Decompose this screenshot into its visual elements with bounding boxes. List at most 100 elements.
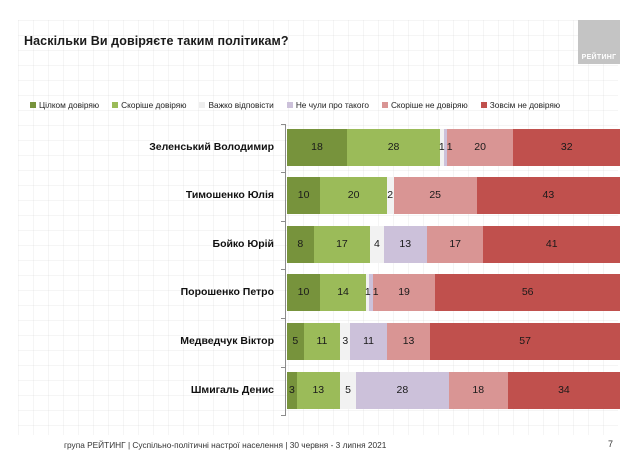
data-label: 1 xyxy=(372,286,379,298)
bar-segment xyxy=(303,323,341,360)
legend-swatch xyxy=(30,102,36,108)
bar-segment xyxy=(372,274,436,311)
bar-segment xyxy=(287,274,320,311)
legend-swatch xyxy=(112,102,119,108)
bar-segment xyxy=(426,226,484,263)
data-label: 41 xyxy=(545,238,558,250)
category-axis xyxy=(285,124,286,416)
data-label: 57 xyxy=(519,335,531,347)
bar-segment xyxy=(350,323,387,360)
data-label: 8 xyxy=(297,238,304,250)
axis-tick xyxy=(281,367,285,368)
data-label: 25 xyxy=(429,189,442,201)
legend-item: Скоріше не довіряю xyxy=(381,100,468,110)
bar-row: 3 13 5 28 18 34 xyxy=(287,372,620,409)
legend-item: Важко відповісти xyxy=(199,100,274,110)
category-label: Тимошенко Юлія xyxy=(185,188,274,201)
data-label: 28 xyxy=(396,384,409,396)
bar-segment xyxy=(320,177,387,214)
legend-swatch xyxy=(199,102,206,108)
bar-segment xyxy=(287,226,314,263)
category-label: Медведчук Віктор xyxy=(180,334,274,347)
bar-segment xyxy=(446,129,514,166)
bar-segment xyxy=(369,274,373,311)
bar-segment xyxy=(430,323,620,360)
legend-label: Зовсім не довіряю xyxy=(489,100,561,110)
bar-row: 10 14 1 1 19 56 xyxy=(287,274,620,311)
data-label: 1 xyxy=(438,141,445,153)
bar-segment xyxy=(435,274,620,311)
category-label: Порошенко Петро xyxy=(180,285,274,298)
bar-segment xyxy=(476,177,620,214)
data-label: 20 xyxy=(347,189,360,201)
bar-segment xyxy=(287,372,297,409)
bar-row: 5 11 3 11 13 57 xyxy=(287,323,620,360)
bar-segment xyxy=(287,129,347,166)
bar-row: 18 28 1 1 20 32 xyxy=(287,129,620,166)
bar-segment xyxy=(356,372,449,409)
data-label: 11 xyxy=(316,335,328,347)
data-label: 11 xyxy=(363,335,375,347)
bar-segment xyxy=(339,372,357,409)
axis-tick xyxy=(281,415,285,416)
data-label: 10 xyxy=(297,189,310,201)
data-label: 18 xyxy=(472,384,485,396)
bar-segment xyxy=(448,372,508,409)
bar-segment xyxy=(507,372,620,409)
legend-item: Скоріше довіряю xyxy=(112,100,186,110)
legend-swatch xyxy=(480,102,487,108)
bar-segment xyxy=(313,226,371,263)
axis-tick xyxy=(281,172,285,173)
chart-title: Наскільки Ви довіряєте таким політикам? xyxy=(24,34,289,48)
page-number: 7 xyxy=(608,439,614,449)
axis-tick xyxy=(281,269,285,270)
legend-item: Цілком довіряю xyxy=(30,100,99,110)
data-label: 1 xyxy=(446,141,453,153)
data-label: 17 xyxy=(449,238,461,250)
bar-segment xyxy=(287,323,304,360)
bar-segment xyxy=(440,129,444,166)
data-label: 13 xyxy=(312,384,325,396)
legend-label: Скоріше довіряю xyxy=(121,100,187,110)
data-label: 18 xyxy=(311,141,323,153)
category-label: Бойко Юрій xyxy=(212,237,274,250)
bar-segment xyxy=(393,177,477,214)
legend-item: Зовсім не довіряю xyxy=(480,100,561,110)
axis-tick xyxy=(281,124,285,125)
data-label: 14 xyxy=(337,286,349,298)
data-label: 19 xyxy=(398,286,410,298)
bar-segment xyxy=(296,372,340,409)
logo-text: РЕЙТИНГ xyxy=(581,54,617,61)
chart-legend: Цілком довіряю Скоріше довіряю Важко відпо… xyxy=(30,99,573,111)
data-label: 3 xyxy=(289,384,295,396)
axis-tick xyxy=(281,221,285,222)
bar-row: 8 17 4 13 17 41 xyxy=(287,226,620,263)
data-label: 3 xyxy=(342,335,349,347)
bar-segment xyxy=(513,129,620,166)
data-label: 1 xyxy=(364,286,371,298)
data-label: 5 xyxy=(292,335,299,347)
reyting-logo: РЕЙТИНГ xyxy=(578,20,620,64)
legend-swatch xyxy=(381,102,388,108)
bar-row: 10 20 2 25 43 xyxy=(287,177,620,214)
axis-tick xyxy=(281,318,285,319)
data-label: 5 xyxy=(345,384,351,396)
bar-segment xyxy=(383,226,427,263)
bar-segment xyxy=(483,226,620,263)
legend-label: Цілком довіряю xyxy=(39,100,100,110)
data-label: 32 xyxy=(560,141,573,153)
legend-swatch xyxy=(286,102,293,108)
data-label: 20 xyxy=(474,141,486,153)
bar-segment xyxy=(370,226,384,263)
bar-segment xyxy=(443,129,447,166)
footer-source: група РЕЙТИНГ | Суспільно-політичні наст… xyxy=(64,440,387,450)
data-label: 13 xyxy=(402,335,415,347)
bar-segment xyxy=(366,274,370,311)
data-label: 10 xyxy=(297,286,310,298)
data-label: 43 xyxy=(542,189,555,201)
data-label: 17 xyxy=(336,238,348,250)
data-label: 28 xyxy=(387,141,400,153)
bar-segment xyxy=(319,274,367,311)
data-label: 34 xyxy=(558,384,570,396)
legend-label: Важко відповісти xyxy=(208,100,274,110)
